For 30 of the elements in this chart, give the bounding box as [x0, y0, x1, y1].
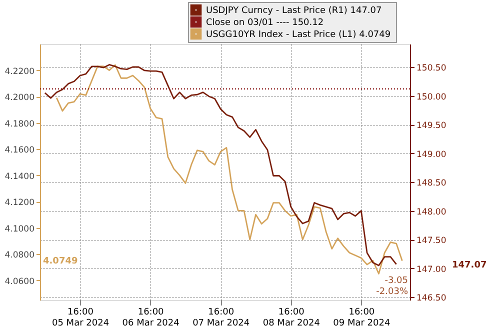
y2-tick-label: 147.00	[416, 264, 446, 275]
annotation: 4.0749	[43, 256, 78, 267]
y-tick-label: 4.1600	[4, 146, 34, 156]
legend-label: Close on 03/01 ---- 150.12	[206, 18, 324, 28]
y-tick-label: 4.2000	[4, 93, 34, 104]
x-tick-label: 16:00 08 Mar 2024	[262, 308, 320, 328]
y-tick-label: 4.1400	[4, 172, 34, 182]
y2-tick-label: 150.00	[416, 92, 446, 102]
y-tick-label: 4.2200	[4, 66, 34, 77]
y2-tick-label: 146.50	[416, 294, 446, 304]
y2-tick-label: 149.50	[416, 121, 446, 132]
y-tick-label: 4.0600	[4, 276, 34, 287]
y-tick-label: 4.1000	[4, 224, 34, 234]
y-tick-label: 4.0800	[4, 250, 34, 261]
x-tick-label: 16:00 06 Mar 2024	[122, 308, 180, 328]
y2-tick-label: 149.00	[416, 150, 446, 160]
text: 147.07	[452, 260, 487, 270]
y2-tick-label: 150.50	[416, 64, 446, 74]
x-tick-label: 16:00 09 Mar 2024	[333, 308, 390, 328]
x-tick-label: 16:00 07 Mar 2024	[192, 308, 250, 328]
legend-label: USGG10YR Index - Last Price (L1) 4.0749	[206, 30, 391, 40]
y-tick-label: 4.1800	[4, 119, 34, 130]
legend-label: USDJPY Curncy - Last Price (R1) 147.07	[206, 6, 382, 16]
y2-tick-label: 148.50	[416, 178, 446, 189]
y2-tick-label: 148.00	[416, 207, 446, 218]
annotation: -3.05	[384, 276, 408, 286]
x-tick-label: 16:00 05 Mar 2024	[52, 308, 110, 328]
y-tick-label: 4.1200	[4, 198, 34, 208]
annotation: -2.03%	[376, 287, 408, 297]
y2-tick-label: 147.50	[416, 236, 446, 246]
